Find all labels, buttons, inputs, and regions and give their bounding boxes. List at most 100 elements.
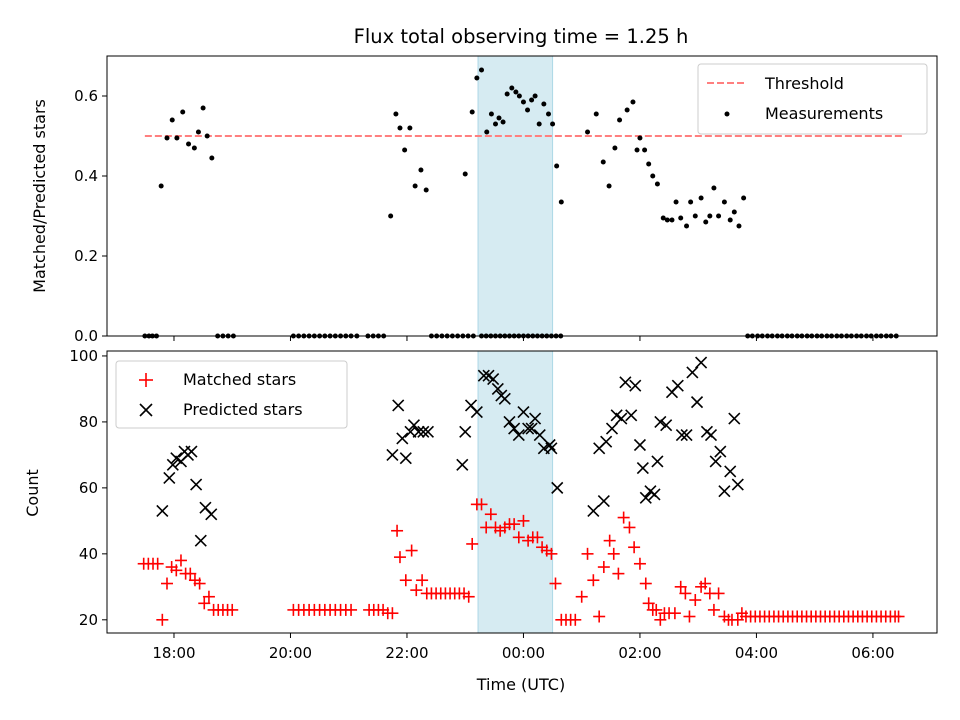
predicted-point	[675, 429, 688, 442]
measurement-point	[492, 121, 498, 127]
measurement-point	[593, 111, 599, 117]
top-y-axis-label: Matched/Predicted stars	[30, 99, 49, 293]
measurement-point	[637, 135, 643, 141]
predicted-point	[724, 465, 737, 478]
bottom-y-tick-label: 80	[79, 413, 98, 431]
predicted-point	[543, 438, 556, 452]
predicted-point	[600, 435, 613, 448]
predicted-point	[680, 429, 693, 442]
measurement-point	[707, 213, 713, 219]
predicted-point	[456, 458, 469, 471]
predicted-point	[205, 508, 218, 521]
matched-point	[587, 574, 600, 587]
matched-point	[405, 544, 418, 557]
matched-point	[623, 521, 636, 534]
matched-point	[654, 613, 667, 626]
measurement-point	[630, 99, 636, 105]
predicted-point	[417, 425, 430, 438]
matched-point	[156, 613, 169, 626]
matched-point	[193, 577, 206, 590]
measurement-point	[407, 125, 413, 131]
x-tick-label: 22:00	[385, 644, 428, 662]
matched-point	[386, 607, 399, 620]
predicted-point	[636, 462, 649, 475]
measurement-point	[474, 75, 480, 81]
matched-point	[607, 547, 620, 560]
measurement-point	[624, 107, 630, 113]
matched-point	[160, 577, 173, 590]
measurement-point	[664, 217, 670, 223]
measurement-point	[550, 121, 556, 127]
matched-point	[593, 610, 606, 623]
matched-point	[707, 603, 720, 616]
top-axes-frame	[106, 55, 938, 337]
measurement-point	[402, 147, 408, 153]
predicted-point	[421, 425, 434, 438]
bottom-y-tick-label: 100	[69, 347, 98, 365]
measurement-point	[654, 181, 660, 187]
measurement-point	[736, 223, 742, 229]
bottom-y-tick-label: 20	[79, 611, 98, 629]
measurement-point	[397, 125, 403, 131]
legend-matched-label: Matched stars	[183, 370, 296, 389]
measurement-point	[612, 145, 618, 151]
predicted-point	[412, 425, 425, 438]
measurement-point	[585, 129, 591, 135]
predicted-point	[625, 409, 638, 422]
predicted-point	[651, 455, 664, 468]
bottom-y-axis-label: Count	[23, 469, 42, 517]
matched-point	[549, 577, 562, 590]
measurement-point	[536, 121, 542, 127]
measurement-point	[727, 217, 733, 223]
measurement-point	[688, 199, 694, 205]
matched-point	[628, 541, 641, 554]
measurement-point	[642, 147, 648, 153]
measurement-point	[520, 99, 526, 105]
matched-point	[597, 561, 610, 574]
matched-point	[416, 574, 429, 587]
measurement-point	[388, 213, 394, 219]
measurement-point	[646, 161, 652, 167]
matched-point	[650, 603, 663, 616]
predicted-point	[660, 419, 673, 432]
measurement-point	[513, 89, 519, 95]
measurement-point	[546, 111, 552, 117]
matched-point	[674, 580, 687, 593]
predicted-point	[639, 491, 652, 504]
measurement-point	[529, 97, 535, 103]
predicted-point	[392, 399, 405, 412]
predicted-point	[487, 372, 500, 386]
predicted-point	[459, 425, 472, 438]
measurement-point	[692, 213, 698, 219]
measurement-point	[500, 119, 506, 125]
measurement-point	[200, 105, 206, 111]
matched-point	[508, 518, 521, 531]
predicted-point	[529, 412, 542, 425]
measurement-point	[504, 91, 510, 97]
x-tick-label: 00:00	[502, 644, 545, 662]
measurement-point	[209, 155, 215, 161]
matched-point	[712, 587, 725, 600]
measurement-point	[617, 117, 623, 123]
predicted-point	[704, 429, 718, 442]
predicted-point	[615, 412, 628, 425]
predicted-point	[654, 415, 667, 428]
matched-point	[512, 531, 525, 544]
bottom-legend: Matched stars Predicted stars	[115, 360, 348, 429]
matched-point	[226, 603, 239, 616]
x-tick-label: 06:00	[851, 644, 894, 662]
matched-point	[642, 597, 655, 610]
predicted-point	[512, 429, 525, 442]
matched-point	[391, 524, 404, 537]
predicted-point	[396, 432, 409, 445]
matched-point	[151, 557, 164, 570]
matched-point	[345, 603, 358, 616]
bottom-panel: 20 40 60 80 100 18:00 20:00 22:00 00:00 02:00 04:0…	[69, 347, 938, 662]
predicted-point	[399, 452, 412, 465]
measurement-point	[412, 183, 418, 189]
predicted-point	[194, 534, 207, 547]
x-tick-label: 02:00	[618, 644, 661, 662]
matched-point	[466, 537, 479, 550]
measurement-point	[532, 93, 538, 99]
predicted-point	[185, 445, 198, 458]
